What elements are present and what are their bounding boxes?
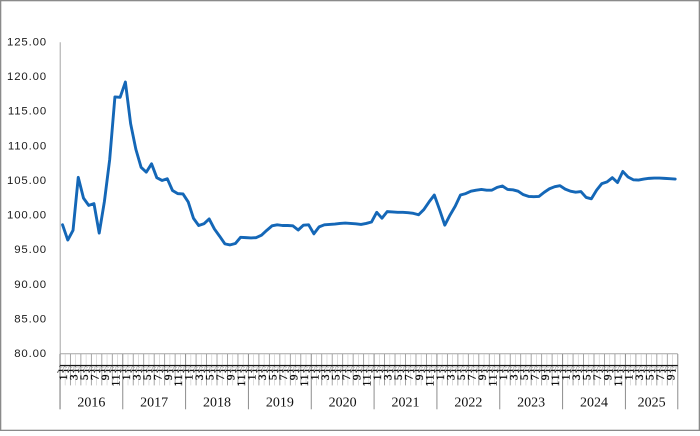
- svg-text:5: 5: [142, 374, 154, 380]
- svg-text:80.00: 80.00: [14, 348, 47, 360]
- svg-text:7: 7: [278, 374, 290, 380]
- svg-text:9: 9: [540, 374, 552, 380]
- svg-text:3: 3: [257, 374, 269, 380]
- svg-text:9: 9: [603, 374, 615, 380]
- svg-text:3: 3: [446, 374, 458, 380]
- svg-text:1: 1: [110, 381, 122, 387]
- svg-text:1: 1: [121, 375, 133, 381]
- svg-text:9: 9: [414, 374, 426, 380]
- svg-text:3: 3: [634, 374, 646, 380]
- svg-text:9: 9: [351, 374, 363, 380]
- svg-text:90.00: 90.00: [14, 279, 47, 291]
- svg-text:7: 7: [215, 374, 227, 380]
- svg-text:125.00: 125.00: [7, 36, 47, 48]
- svg-text:1: 1: [372, 375, 384, 381]
- svg-text:1: 1: [487, 375, 499, 381]
- svg-text:3: 3: [131, 374, 143, 380]
- svg-text:3: 3: [194, 374, 206, 380]
- svg-text:7: 7: [404, 374, 416, 380]
- svg-text:1: 1: [613, 375, 625, 381]
- svg-text:1: 1: [613, 381, 625, 387]
- svg-text:9: 9: [226, 374, 238, 380]
- svg-text:2022: 2022: [454, 396, 482, 411]
- svg-text:9: 9: [665, 374, 677, 380]
- svg-text:7: 7: [341, 374, 353, 380]
- svg-text:1: 1: [58, 375, 70, 381]
- svg-text:7: 7: [529, 374, 541, 380]
- svg-text:1: 1: [236, 381, 248, 387]
- svg-text:3: 3: [320, 374, 332, 380]
- svg-text:7: 7: [655, 374, 667, 380]
- svg-text:1: 1: [362, 375, 374, 381]
- svg-text:5: 5: [519, 374, 531, 380]
- svg-text:1: 1: [425, 375, 437, 381]
- svg-text:2020: 2020: [329, 396, 357, 411]
- svg-text:85.00: 85.00: [14, 314, 47, 326]
- svg-text:5: 5: [205, 374, 217, 380]
- svg-text:115.00: 115.00: [8, 106, 47, 118]
- svg-text:5: 5: [644, 374, 656, 380]
- svg-text:1: 1: [362, 381, 374, 387]
- svg-text:1: 1: [435, 375, 447, 381]
- svg-text:5: 5: [582, 374, 594, 380]
- svg-text:2016: 2016: [77, 396, 105, 411]
- svg-text:3: 3: [69, 374, 81, 380]
- svg-text:120.00: 120.00: [7, 71, 47, 83]
- svg-text:5: 5: [79, 374, 91, 380]
- svg-text:1: 1: [184, 375, 196, 381]
- svg-text:2018: 2018: [203, 396, 231, 411]
- svg-text:2024: 2024: [580, 396, 608, 411]
- svg-text:1: 1: [561, 375, 573, 381]
- svg-text:5: 5: [456, 374, 468, 380]
- svg-text:3: 3: [508, 374, 520, 380]
- svg-text:9: 9: [163, 374, 175, 380]
- svg-text:105.00: 105.00: [7, 175, 47, 187]
- svg-text:9: 9: [288, 374, 300, 380]
- svg-text:5: 5: [330, 374, 342, 380]
- svg-text:1: 1: [550, 375, 562, 381]
- svg-text:1: 1: [173, 381, 185, 387]
- svg-text:1: 1: [550, 381, 562, 387]
- svg-text:95.00: 95.00: [14, 244, 47, 256]
- svg-text:1: 1: [299, 375, 311, 381]
- svg-text:1: 1: [110, 375, 122, 381]
- svg-text:3: 3: [383, 374, 395, 380]
- svg-text:1: 1: [247, 375, 259, 381]
- svg-text:1: 1: [173, 375, 185, 381]
- svg-text:7: 7: [466, 374, 478, 380]
- svg-text:1: 1: [299, 381, 311, 387]
- svg-text:2023: 2023: [517, 396, 545, 411]
- svg-text:1: 1: [498, 375, 510, 381]
- svg-text:1: 1: [624, 375, 636, 381]
- svg-text:9: 9: [477, 374, 489, 380]
- svg-text:7: 7: [89, 374, 101, 380]
- svg-text:5: 5: [267, 374, 279, 380]
- svg-text:2017: 2017: [140, 396, 168, 411]
- svg-text:1: 1: [487, 381, 499, 387]
- svg-text:5: 5: [393, 374, 405, 380]
- svg-text:9: 9: [100, 374, 112, 380]
- svg-text:1: 1: [425, 381, 437, 387]
- svg-text:2019: 2019: [266, 396, 294, 411]
- svg-text:2021: 2021: [392, 396, 420, 411]
- svg-text:100.00: 100.00: [7, 210, 47, 222]
- svg-text:1: 1: [236, 375, 248, 381]
- svg-text:1: 1: [309, 375, 321, 381]
- svg-text:7: 7: [152, 374, 164, 380]
- svg-text:3: 3: [571, 374, 583, 380]
- svg-text:2025: 2025: [638, 396, 666, 411]
- svg-text:110.00: 110.00: [8, 140, 47, 152]
- svg-text:7: 7: [592, 374, 604, 380]
